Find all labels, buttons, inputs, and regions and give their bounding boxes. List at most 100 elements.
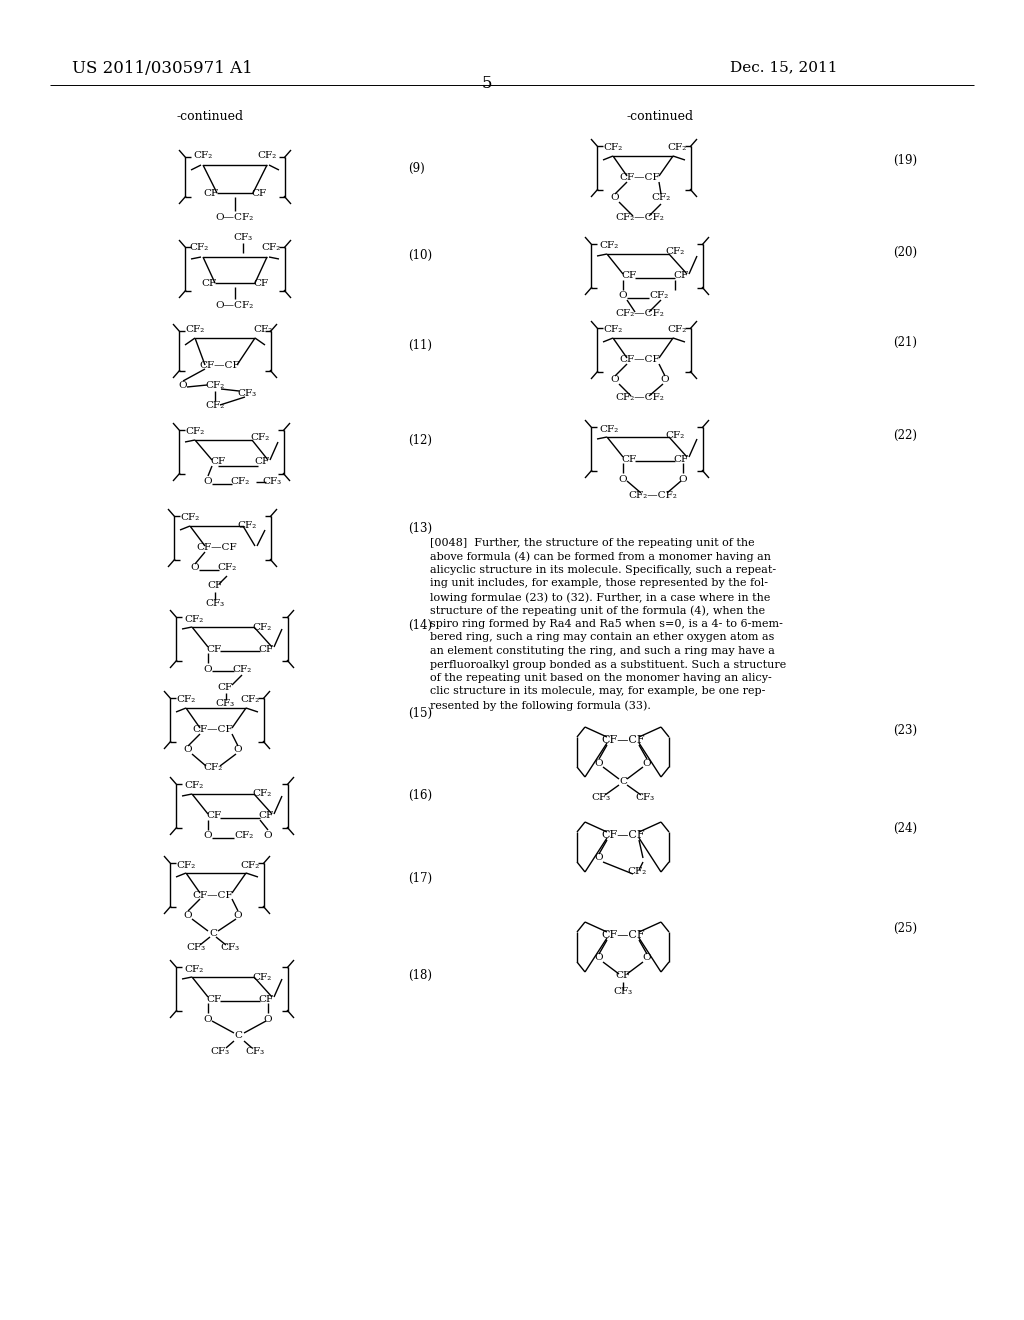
Text: CF₂: CF₂ xyxy=(252,623,271,631)
Text: CF: CF xyxy=(204,189,218,198)
Text: O: O xyxy=(618,474,628,483)
Text: CF₃: CF₃ xyxy=(215,698,234,708)
Text: (18): (18) xyxy=(408,969,432,982)
Text: CF₂: CF₂ xyxy=(206,380,224,389)
Text: CF₂: CF₂ xyxy=(184,781,204,791)
Text: (25): (25) xyxy=(893,921,918,935)
Text: -continued: -continued xyxy=(176,110,244,123)
Text: CF₂: CF₂ xyxy=(234,832,254,841)
Text: [0048]  Further, the structure of the repeating unit of the: [0048] Further, the structure of the rep… xyxy=(430,539,755,548)
Text: CF₂—CF₂: CF₂—CF₂ xyxy=(615,393,665,403)
Text: CF₃: CF₃ xyxy=(592,792,610,801)
Text: O: O xyxy=(595,953,603,962)
Text: CF₂: CF₂ xyxy=(261,243,281,252)
Text: O: O xyxy=(610,375,620,384)
Text: C: C xyxy=(618,776,627,785)
Text: CF: CF xyxy=(674,454,688,463)
Text: CF: CF xyxy=(622,272,637,281)
Text: O: O xyxy=(190,564,200,573)
Text: CF₂: CF₂ xyxy=(185,326,205,334)
Text: O—CF₂: O—CF₂ xyxy=(216,213,254,222)
Text: CF₂—CF₂: CF₂—CF₂ xyxy=(629,491,678,499)
Text: of the repeating unit based on the monomer having an alicy-: of the repeating unit based on the monom… xyxy=(430,673,772,682)
Text: CF₂—CF₂: CF₂—CF₂ xyxy=(615,309,665,318)
Text: bered ring, such a ring may contain an ether oxygen atom as: bered ring, such a ring may contain an e… xyxy=(430,632,774,643)
Text: above formula (4) can be formed from a monomer having an: above formula (4) can be formed from a m… xyxy=(430,552,771,562)
Text: (14): (14) xyxy=(408,619,432,631)
Text: (22): (22) xyxy=(893,429,918,441)
Text: (16): (16) xyxy=(408,788,432,801)
Text: lowing formulae (23) to (32). Further, in a case where in the: lowing formulae (23) to (32). Further, i… xyxy=(430,591,770,602)
Text: CF₃: CF₃ xyxy=(220,942,240,952)
Text: CF₂: CF₂ xyxy=(253,326,272,334)
Text: CF₂: CF₂ xyxy=(176,696,196,705)
Text: O: O xyxy=(264,832,272,841)
Text: CF₂: CF₂ xyxy=(241,696,260,705)
Text: CF: CF xyxy=(258,644,273,653)
Text: CF₃: CF₃ xyxy=(186,942,206,952)
Text: O: O xyxy=(618,292,628,301)
Text: O: O xyxy=(595,854,603,862)
Text: O: O xyxy=(183,911,193,920)
Text: O: O xyxy=(233,911,243,920)
Text: CF—CF: CF—CF xyxy=(200,360,241,370)
Text: O: O xyxy=(264,1015,272,1023)
Text: CF: CF xyxy=(258,812,273,821)
Text: CF₂: CF₂ xyxy=(230,478,250,487)
Text: (15): (15) xyxy=(408,706,432,719)
Text: clic structure in its molecule, may, for example, be one rep-: clic structure in its molecule, may, for… xyxy=(430,686,765,697)
Text: CF: CF xyxy=(208,582,222,590)
Text: (23): (23) xyxy=(893,723,918,737)
Text: Dec. 15, 2011: Dec. 15, 2011 xyxy=(730,59,838,74)
Text: CF—CF: CF—CF xyxy=(620,355,660,364)
Text: CF: CF xyxy=(207,644,221,653)
Text: 5: 5 xyxy=(481,75,493,92)
Text: CF₂: CF₂ xyxy=(257,150,276,160)
Text: O: O xyxy=(178,380,187,389)
Text: O: O xyxy=(183,746,193,755)
Text: CF—CF: CF—CF xyxy=(601,735,645,744)
Text: CF: CF xyxy=(615,972,631,981)
Text: (17): (17) xyxy=(408,871,432,884)
Text: ing unit includes, for example, those represented by the fol-: ing unit includes, for example, those re… xyxy=(430,578,768,589)
Text: CF: CF xyxy=(211,458,225,466)
Text: CF: CF xyxy=(674,272,688,281)
Text: CF₂: CF₂ xyxy=(238,521,257,531)
Text: CF—CF: CF—CF xyxy=(193,726,233,734)
Text: O: O xyxy=(660,375,670,384)
Text: O: O xyxy=(610,194,620,202)
Text: structure of the repeating unit of the formula (4), when the: structure of the repeating unit of the f… xyxy=(430,606,765,616)
Text: CF: CF xyxy=(258,994,273,1003)
Text: CF—CF: CF—CF xyxy=(193,891,233,899)
Text: (20): (20) xyxy=(893,246,918,259)
Text: spiro ring formed by Ra4 and Ra5 when s=0, is a 4- to 6-mem-: spiro ring formed by Ra4 and Ra5 when s=… xyxy=(430,619,783,630)
Text: CF—CF: CF—CF xyxy=(620,173,660,182)
Text: CF₂: CF₂ xyxy=(185,428,205,437)
Text: CF₂: CF₂ xyxy=(184,615,204,623)
Text: (19): (19) xyxy=(893,153,918,166)
Text: O: O xyxy=(679,474,687,483)
Text: CF₃: CF₃ xyxy=(238,388,257,397)
Text: an element constituting the ring, and such a ring may have a: an element constituting the ring, and su… xyxy=(430,645,775,656)
Text: CF₂: CF₂ xyxy=(649,292,669,301)
Text: O: O xyxy=(643,953,651,962)
Text: CF: CF xyxy=(207,812,221,821)
Text: CF₃: CF₃ xyxy=(636,792,654,801)
Text: CF₂: CF₂ xyxy=(603,326,623,334)
Text: CF₂: CF₂ xyxy=(599,242,618,251)
Text: O: O xyxy=(204,832,212,841)
Text: CF₂: CF₂ xyxy=(668,326,687,334)
Text: resented by the following formula (33).: resented by the following formula (33). xyxy=(430,700,651,710)
Text: CF₂: CF₂ xyxy=(252,973,271,982)
Text: CF: CF xyxy=(207,994,221,1003)
Text: CF₃: CF₃ xyxy=(246,1047,264,1056)
Text: CF₂: CF₂ xyxy=(666,430,685,440)
Text: O: O xyxy=(643,759,651,767)
Text: O: O xyxy=(233,746,243,755)
Text: C: C xyxy=(209,928,217,937)
Text: CF₂: CF₂ xyxy=(206,400,224,409)
Text: CF₂: CF₂ xyxy=(184,965,204,974)
Text: CF₂: CF₂ xyxy=(252,789,271,799)
Text: CF₃: CF₃ xyxy=(613,987,633,997)
Text: CF₂: CF₂ xyxy=(668,144,687,153)
